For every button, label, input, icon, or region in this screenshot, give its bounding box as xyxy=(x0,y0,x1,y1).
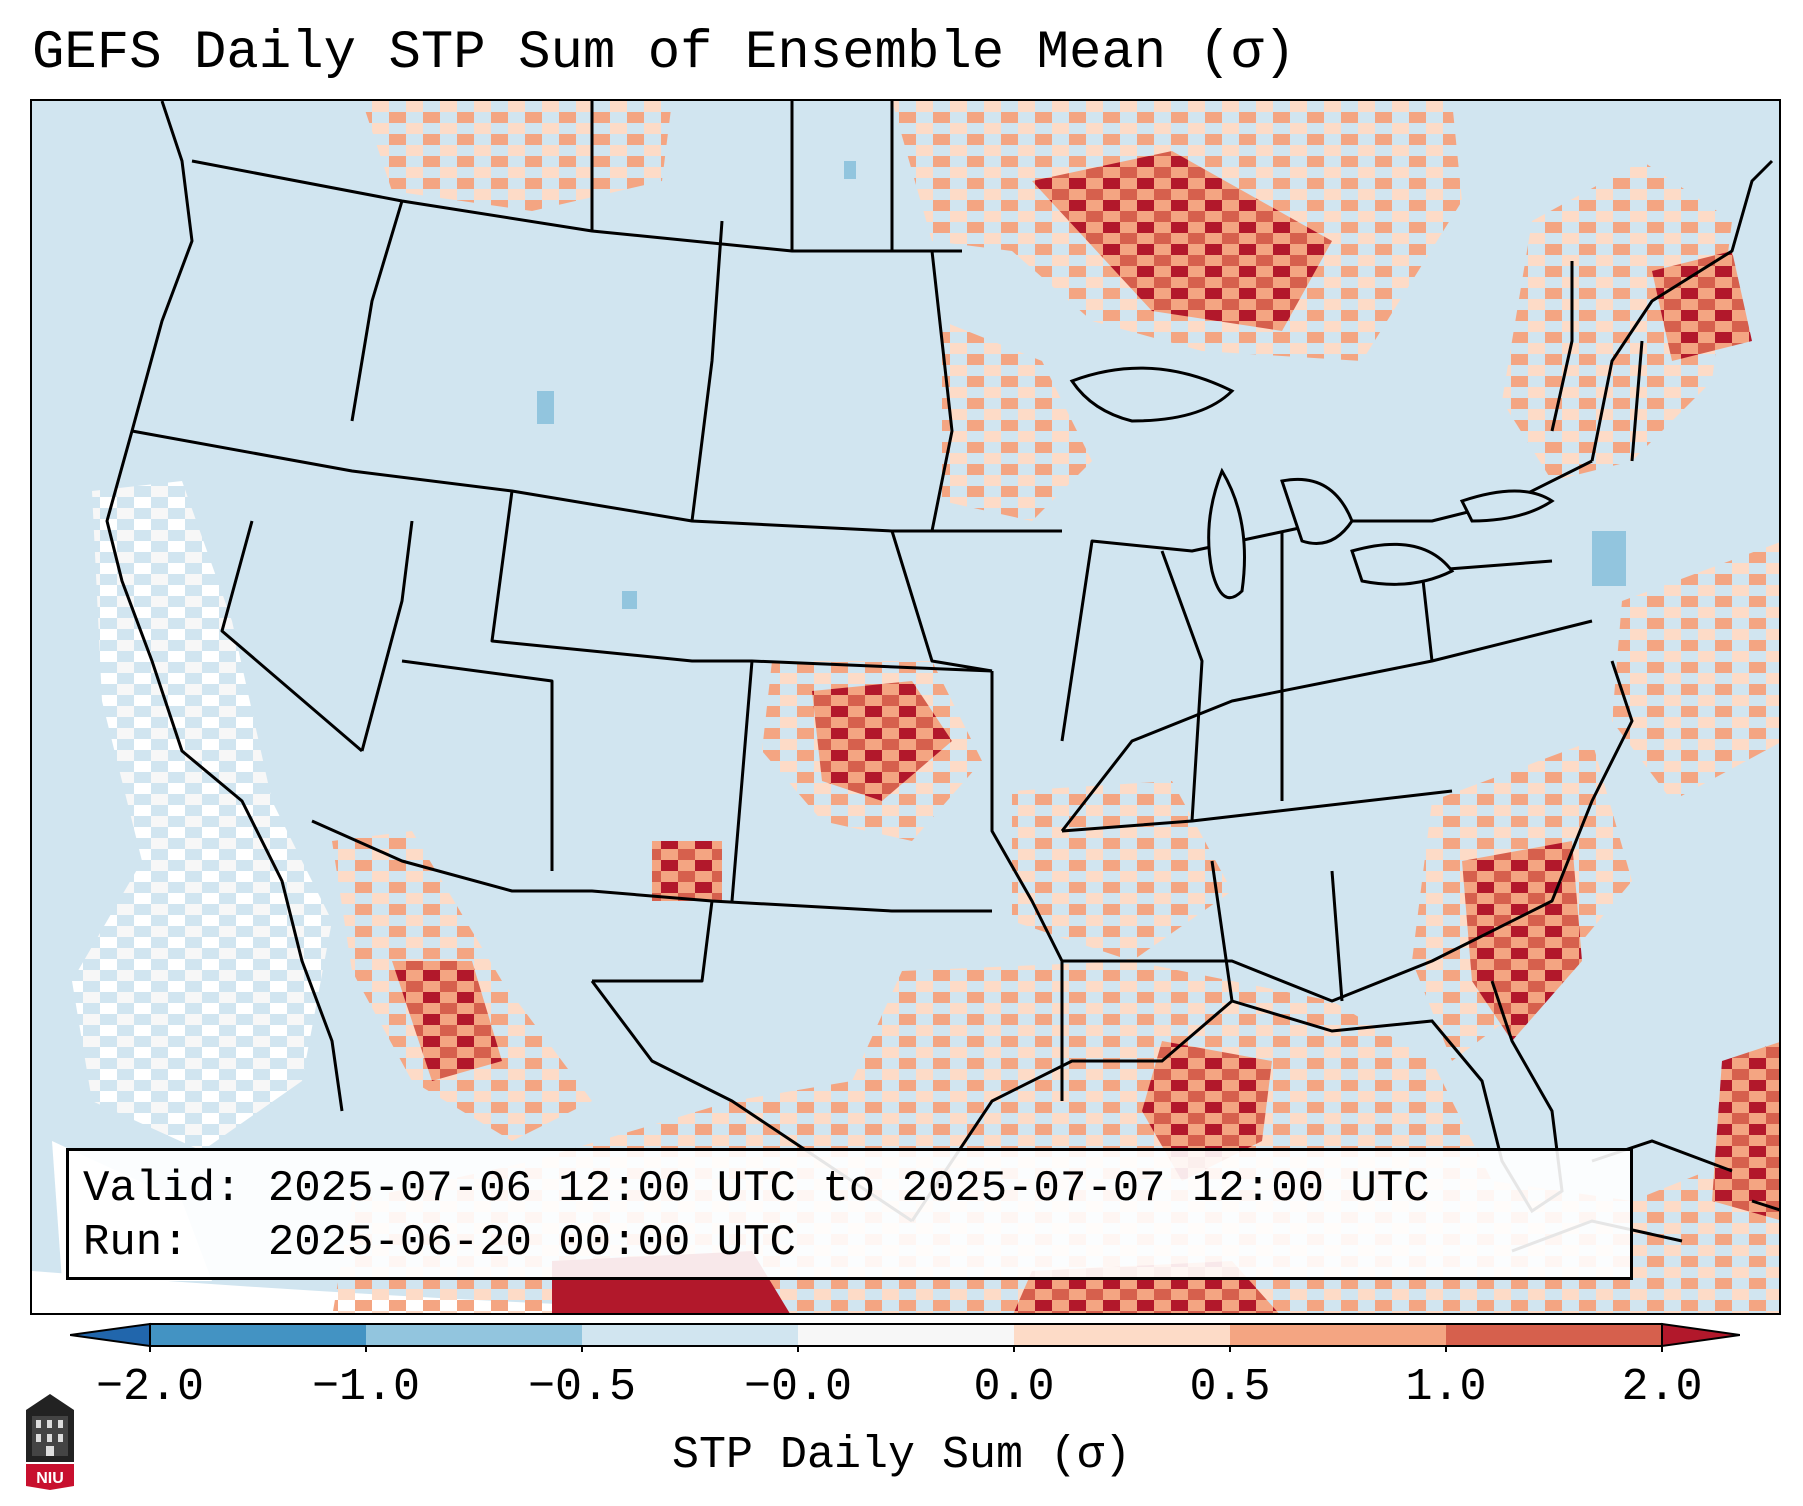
colorbar-tick-label: 1.0 xyxy=(1405,1362,1487,1413)
anomaly-quebec-core xyxy=(1652,251,1752,361)
anomaly-gulf-core xyxy=(1142,1041,1272,1181)
colorbar-tick-label: 2.0 xyxy=(1621,1362,1703,1413)
anomaly-caribbean-core xyxy=(1712,1042,1779,1220)
map-canvas xyxy=(32,101,1779,1313)
colorbar-bin-6 xyxy=(1230,1324,1446,1346)
anomaly-northern-border xyxy=(362,101,672,211)
colorbar-bin-2 xyxy=(366,1324,582,1346)
colorbar-extend-high xyxy=(1661,1322,1740,1348)
colorbar-bin-7 xyxy=(1446,1324,1662,1346)
negative-anomaly-spots xyxy=(537,161,1626,609)
chart-title: GEFS Daily STP Sum of Ensemble Mean (σ) xyxy=(32,23,1296,84)
colorbar-tick-label: −2.0 xyxy=(95,1362,205,1413)
colorbar-tick-label: 0.0 xyxy=(973,1362,1055,1413)
great-lakes xyxy=(1069,366,1555,600)
logo-text: NIU xyxy=(36,1470,64,1487)
colorbar-tick-label: −0.5 xyxy=(527,1362,637,1413)
colorbar-bin-1 xyxy=(150,1324,366,1346)
anomaly-new-mexico-spot xyxy=(652,841,722,901)
valid-time-box: Valid: 2025-07-06 12:00 UTC to 2025-07-0… xyxy=(66,1148,1633,1280)
colorbar-tick-label: −0.0 xyxy=(743,1362,853,1413)
colorbar-bin-4 xyxy=(798,1324,1014,1346)
colorbar-bin-3 xyxy=(582,1324,798,1346)
colorbar-tick-label: 0.5 xyxy=(1189,1362,1271,1413)
colorbar xyxy=(70,1322,1740,1352)
colorbar-tick-label: −1.0 xyxy=(311,1362,421,1413)
colorbar-extend-low xyxy=(70,1322,151,1348)
anomaly-offshore-atlantic xyxy=(1612,542,1779,801)
colorbar-bin-5 xyxy=(1014,1324,1230,1346)
anomaly-wisconsin xyxy=(942,321,1092,521)
colorbar-label: STP Daily Sum (σ) xyxy=(671,1430,1132,1481)
map-panel xyxy=(30,99,1781,1315)
anomaly-southeast-core xyxy=(1462,841,1582,1041)
anomaly-sonora-core xyxy=(392,961,502,1081)
anomaly-ontario-core xyxy=(1032,151,1332,331)
anomaly-oklahoma-kansas xyxy=(812,681,952,801)
valid-time-text: Valid: 2025-07-06 12:00 UTC to 2025-07-0… xyxy=(83,1164,1430,1214)
colorbar-ticks xyxy=(149,1346,1663,1352)
niu-logo: NIU xyxy=(26,1394,74,1490)
run-time-text: Run: 2025-06-20 00:00 UTC xyxy=(83,1218,796,1268)
